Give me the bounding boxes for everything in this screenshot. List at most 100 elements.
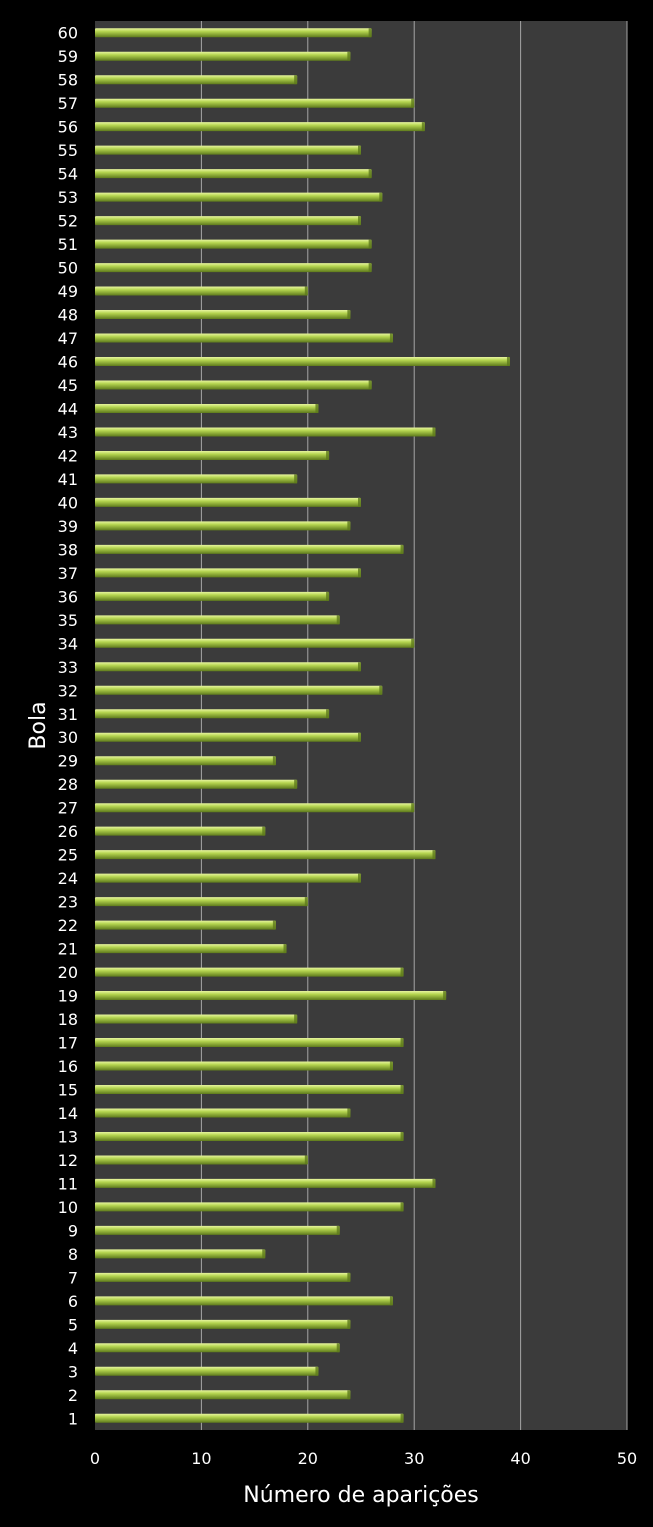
bar-end-cap [400, 1131, 404, 1141]
bar-51 [95, 239, 372, 249]
bar-end-cap [358, 662, 361, 672]
bar-36 [95, 591, 330, 601]
bar-end-cap [272, 920, 276, 930]
y-tick-label: 4 [68, 1339, 78, 1358]
bar-24 [95, 873, 361, 883]
bar-end-cap [358, 568, 361, 578]
bar-23 [95, 897, 308, 907]
x-tick-label: 0 [90, 1449, 100, 1468]
bar-end-cap [400, 1413, 404, 1423]
bar-end-cap [347, 1272, 351, 1282]
bar-37 [95, 568, 361, 578]
y-tick-label: 9 [68, 1221, 78, 1240]
bar-6 [95, 1296, 393, 1306]
y-axis-title: Bola [26, 701, 51, 749]
y-tick-label: 14 [58, 1104, 78, 1123]
y-tick-label: 19 [58, 987, 78, 1006]
bar-20 [95, 967, 404, 977]
y-tick-label: 10 [58, 1198, 78, 1217]
y-tick-label: 48 [58, 306, 78, 325]
y-tick-label: 27 [58, 799, 78, 818]
x-axis-tick-labels: 0 10 20 30 40 50 [90, 1449, 637, 1468]
y-tick-label: 7 [68, 1268, 78, 1287]
bar-3 [95, 1366, 319, 1376]
bar-end-cap [336, 1343, 340, 1353]
y-tick-label: 58 [58, 71, 78, 90]
y-tick-label: 35 [58, 611, 78, 630]
bar-end-cap [294, 474, 298, 484]
y-tick-label: 22 [58, 916, 78, 935]
bar-end-cap [315, 403, 319, 413]
y-tick-label: 43 [58, 423, 78, 442]
bar-end-cap [326, 709, 330, 719]
bar-32 [95, 685, 383, 695]
y-tick-label: 34 [58, 634, 78, 653]
y-tick-label: 38 [58, 540, 78, 559]
y-tick-label: 1 [68, 1409, 78, 1428]
bar-17 [95, 1038, 404, 1048]
x-axis-title: Número de aparições [243, 1483, 479, 1508]
bar-22 [95, 920, 276, 930]
bar-end-cap [262, 826, 266, 836]
y-tick-label: 21 [58, 940, 78, 959]
y-tick-label: 60 [58, 24, 78, 43]
bar-42 [95, 450, 330, 460]
bar-end-cap [304, 897, 308, 907]
y-tick-label: 56 [58, 118, 78, 137]
y-tick-label: 26 [58, 822, 78, 841]
y-tick-label: 32 [58, 681, 78, 700]
bar-end-cap [506, 357, 510, 367]
x-tick-label: 40 [510, 1449, 530, 1468]
bar-16 [95, 1061, 393, 1071]
bar-31 [95, 709, 330, 719]
bar-end-cap [347, 1319, 351, 1329]
bar-34 [95, 638, 415, 648]
bar-8 [95, 1249, 266, 1259]
bar-end-cap [347, 1390, 351, 1400]
bar-end-cap [379, 192, 383, 202]
bar-end-cap [347, 1108, 351, 1118]
bar-40 [95, 497, 361, 507]
y-tick-label: 44 [58, 399, 78, 418]
y-tick-label: 12 [58, 1151, 78, 1170]
bar-13 [95, 1131, 404, 1141]
y-tick-label: 24 [58, 869, 78, 888]
x-tick-label: 20 [298, 1449, 318, 1468]
bar-44 [95, 403, 319, 413]
y-tick-label: 41 [58, 470, 78, 489]
bar-35 [95, 615, 340, 625]
y-tick-label: 37 [58, 564, 78, 583]
y-tick-label: 53 [58, 188, 78, 207]
bar-30 [95, 732, 361, 742]
y-tick-label: 30 [58, 728, 78, 747]
bar-end-cap [283, 944, 287, 954]
bar-18 [95, 1014, 298, 1024]
bar-14 [95, 1108, 351, 1118]
y-tick-label: 55 [58, 141, 78, 160]
bar-end-cap [389, 1061, 393, 1071]
bar-12 [95, 1155, 308, 1165]
y-tick-label: 20 [58, 963, 78, 982]
bar-53 [95, 192, 383, 202]
bar-21 [95, 944, 287, 954]
bar-end-cap [326, 591, 330, 601]
bar-end-cap [358, 873, 361, 883]
y-tick-label: 13 [58, 1127, 78, 1146]
bar-11 [95, 1178, 436, 1188]
y-tick-label: 59 [58, 47, 78, 66]
y-tick-label: 16 [58, 1057, 78, 1076]
y-tick-label: 31 [58, 705, 78, 724]
y-tick-label: 8 [68, 1245, 78, 1264]
bar-end-cap [336, 615, 340, 625]
bar-end-cap [272, 756, 276, 766]
bar-end-cap [326, 450, 330, 460]
bar-end-cap [389, 1296, 393, 1306]
y-tick-label: 28 [58, 775, 78, 794]
bar-52 [95, 216, 361, 226]
bar-56 [95, 122, 425, 132]
bar-end-cap [294, 1014, 298, 1024]
y-tick-label: 17 [58, 1034, 78, 1053]
bars [95, 28, 510, 1423]
bar-49 [95, 286, 308, 296]
